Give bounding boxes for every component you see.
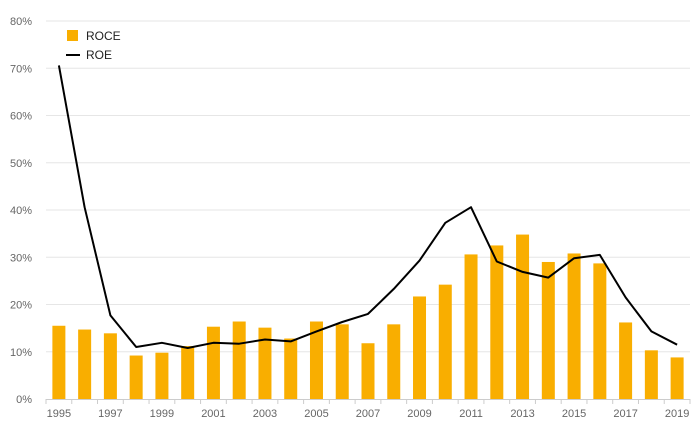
roce-bar bbox=[490, 245, 504, 399]
roce-bar bbox=[181, 346, 195, 399]
x-tick-label: 2019 bbox=[665, 408, 689, 420]
gridlines bbox=[46, 20, 690, 353]
legend-roe-label: ROE bbox=[86, 48, 112, 62]
roce-bar bbox=[232, 321, 246, 399]
y-tick-label: 10% bbox=[10, 347, 32, 359]
roce-bar bbox=[361, 343, 375, 399]
y-tick-label: 30% bbox=[10, 252, 32, 264]
roe-line bbox=[57, 65, 678, 349]
x-tick-label: 2015 bbox=[562, 408, 586, 420]
roce-bar bbox=[464, 254, 478, 399]
x-tick-label: 2011 bbox=[459, 408, 483, 420]
x-tick-label: 2001 bbox=[201, 408, 225, 420]
y-tick-label: 50% bbox=[10, 158, 32, 170]
y-tick-label: 70% bbox=[10, 63, 32, 75]
y-tick-label: 40% bbox=[10, 205, 32, 217]
roce-bar bbox=[52, 325, 66, 399]
roce-bar bbox=[103, 333, 117, 399]
x-tick-label: 2013 bbox=[510, 408, 534, 420]
roce-bar bbox=[516, 234, 530, 399]
legend-roce-swatch bbox=[67, 30, 78, 41]
roce-bar bbox=[541, 261, 555, 399]
roce-bars bbox=[52, 234, 684, 399]
x-axis: 1995 1997 1999 2001 2003 2005 2007 2009 2011 2013… bbox=[45, 399, 691, 420]
x-tick-label: 1999 bbox=[150, 408, 174, 420]
roce-bar bbox=[644, 350, 658, 399]
x-tick-label: 2009 bbox=[407, 408, 431, 420]
roce-bar bbox=[206, 326, 220, 399]
x-tick-label: 2003 bbox=[253, 408, 277, 420]
roce-bar bbox=[438, 284, 452, 399]
roce-bar bbox=[619, 322, 633, 399]
legend-roce-label: ROCE bbox=[86, 29, 121, 43]
x-tick-label: 1995 bbox=[47, 408, 71, 420]
y-tick-label: 20% bbox=[10, 300, 32, 312]
roce-bar bbox=[567, 253, 581, 399]
x-tick-label: 2017 bbox=[613, 408, 637, 420]
roce-bar bbox=[335, 324, 349, 399]
y-axis-tick-labels: 0% 10% 20% 30% 40% 50% 60% 70% 80% bbox=[10, 16, 32, 406]
y-tick-label: 80% bbox=[10, 16, 32, 28]
roce-bar bbox=[670, 357, 684, 399]
x-tick-label: 1997 bbox=[98, 408, 122, 420]
y-tick-label: 0% bbox=[16, 394, 32, 406]
roce-bar bbox=[284, 338, 298, 399]
roce-bar bbox=[309, 321, 323, 399]
roce-bar bbox=[413, 296, 427, 399]
y-tick-label: 60% bbox=[10, 111, 32, 123]
legend: ROCE ROE bbox=[66, 29, 121, 62]
roce-bar bbox=[78, 329, 92, 399]
roce-bar bbox=[387, 324, 401, 399]
roce-bar bbox=[155, 352, 169, 399]
roce-bar bbox=[593, 263, 607, 399]
roce-bar bbox=[258, 327, 272, 399]
x-tick-label: 2007 bbox=[356, 408, 380, 420]
roce-bar bbox=[129, 355, 143, 399]
x-tick-label: 2005 bbox=[304, 408, 328, 420]
roe-series bbox=[57, 65, 678, 349]
